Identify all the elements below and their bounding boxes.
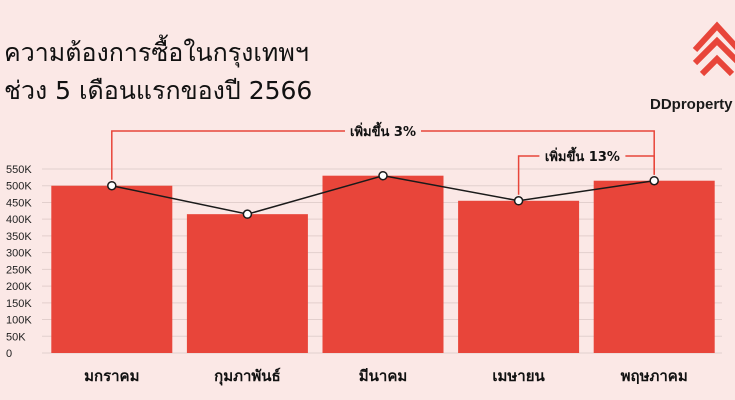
data-point xyxy=(513,196,524,206)
x-category-label: กุมภาพันธ์ xyxy=(214,367,281,386)
y-tick-label: 450K xyxy=(6,197,32,209)
data-point xyxy=(649,175,659,186)
bar xyxy=(322,175,444,353)
annotation-label: เพิ่มขึ้น 3% xyxy=(350,121,416,140)
x-category-label: พฤษภาคม xyxy=(621,367,688,385)
y-tick-label: 200K xyxy=(6,281,32,293)
y-tick-label: 150K xyxy=(6,298,32,310)
x-category-label: เมษายน xyxy=(492,367,545,385)
y-tick-label: 50K xyxy=(6,331,26,343)
y-tick-label: 250K xyxy=(6,264,32,276)
x-category-label: มกราคม xyxy=(84,367,139,385)
bar xyxy=(51,185,173,353)
y-tick-label: 350K xyxy=(6,231,32,243)
annotation-label-bg xyxy=(539,146,626,166)
chart-title-line2: ช่วง 5 เดือนแรกของปี 2566 xyxy=(4,76,313,105)
y-tick-label: 300K xyxy=(6,248,32,260)
y-tick-label: 100K xyxy=(6,315,32,327)
chart-title-line1: ความต้องการซื้อในกรุงเทพฯ xyxy=(4,38,309,67)
data-point xyxy=(107,180,117,191)
y-tick-label: 550K xyxy=(6,164,32,176)
y-tick-label: 0 xyxy=(6,348,12,360)
bar xyxy=(458,200,580,353)
y-tick-label: 400K xyxy=(6,214,32,226)
data-point xyxy=(378,170,388,181)
bar xyxy=(186,214,308,353)
brand-name: DDproperty xyxy=(650,96,733,113)
data-point xyxy=(242,209,253,219)
y-tick-label: 500K xyxy=(6,181,32,193)
x-category-label: มีนาคม xyxy=(359,367,408,385)
brand-logo: DDproperty xyxy=(650,16,735,116)
house-stack-icon xyxy=(692,21,735,77)
annotation-label-bg xyxy=(345,121,421,141)
chart-title: ความต้องการซื้อในกรุงเทพฯ ช่วง 5 เดือนแร… xyxy=(4,34,312,110)
annotation-label: เพิ่มขึ้น 13% xyxy=(545,146,620,165)
bar xyxy=(593,180,715,353)
